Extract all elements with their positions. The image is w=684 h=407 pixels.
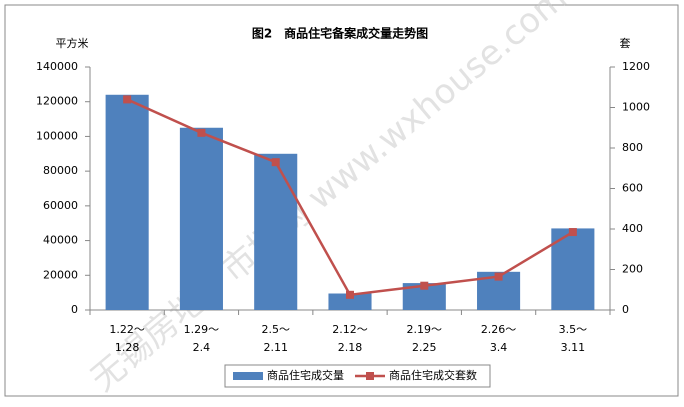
x-tick-label: 2.12～ 2.18 — [332, 323, 368, 354]
y-tick-label: 80000 — [43, 164, 78, 177]
x-tick-label: 1.22～ 1.28 — [109, 323, 145, 354]
y2-tick-label: 200 — [622, 263, 643, 276]
x-tick-label: 2.26～ 3.4 — [481, 323, 517, 354]
line-marker — [420, 281, 429, 290]
x-tick-label: 2.5～ 2.11 — [261, 323, 290, 354]
line-marker — [271, 158, 280, 167]
x-tick-label: 3.5～ 3.11 — [559, 323, 588, 354]
y-tick-label: 0 — [71, 303, 78, 316]
y2-tick-label: 600 — [622, 182, 643, 195]
y-tick-label: 100000 — [36, 129, 78, 142]
line-marker — [123, 95, 132, 104]
y-tick-label: 60000 — [43, 199, 78, 212]
line-marker — [494, 272, 503, 281]
legend-label: 商品住宅成交套数 — [389, 368, 477, 382]
bar — [179, 127, 223, 310]
y2-tick-label: 1000 — [622, 101, 650, 114]
chart-title: 图2 商品住宅备案成交量走势图 — [252, 26, 428, 41]
y2-tick-label: 800 — [622, 141, 643, 154]
legend-marker — [366, 372, 374, 380]
legend-label: 商品住宅成交量 — [267, 368, 344, 382]
x-tick-label: 2.19～ 2.25 — [407, 323, 443, 354]
line-marker — [197, 128, 206, 137]
y-axis-label: 平方米 — [56, 36, 89, 50]
y2-axis-label: 套 — [620, 37, 631, 50]
y2-tick-label: 400 — [622, 222, 643, 235]
x-tick-label: 1.29～ 2.4 — [184, 323, 220, 354]
bar — [254, 153, 298, 310]
bar — [105, 94, 149, 311]
legend-swatch — [233, 372, 263, 380]
y-tick-label: 140000 — [36, 60, 78, 73]
bar — [328, 293, 372, 310]
y-tick-label: 40000 — [43, 234, 78, 247]
line-marker — [568, 228, 577, 237]
line-marker — [346, 290, 354, 299]
y-tick-label: 20000 — [43, 268, 78, 281]
y2-tick-label: 1200 — [622, 60, 650, 73]
y2-tick-label: 0 — [622, 303, 629, 316]
y-tick-label: 120000 — [36, 95, 78, 108]
